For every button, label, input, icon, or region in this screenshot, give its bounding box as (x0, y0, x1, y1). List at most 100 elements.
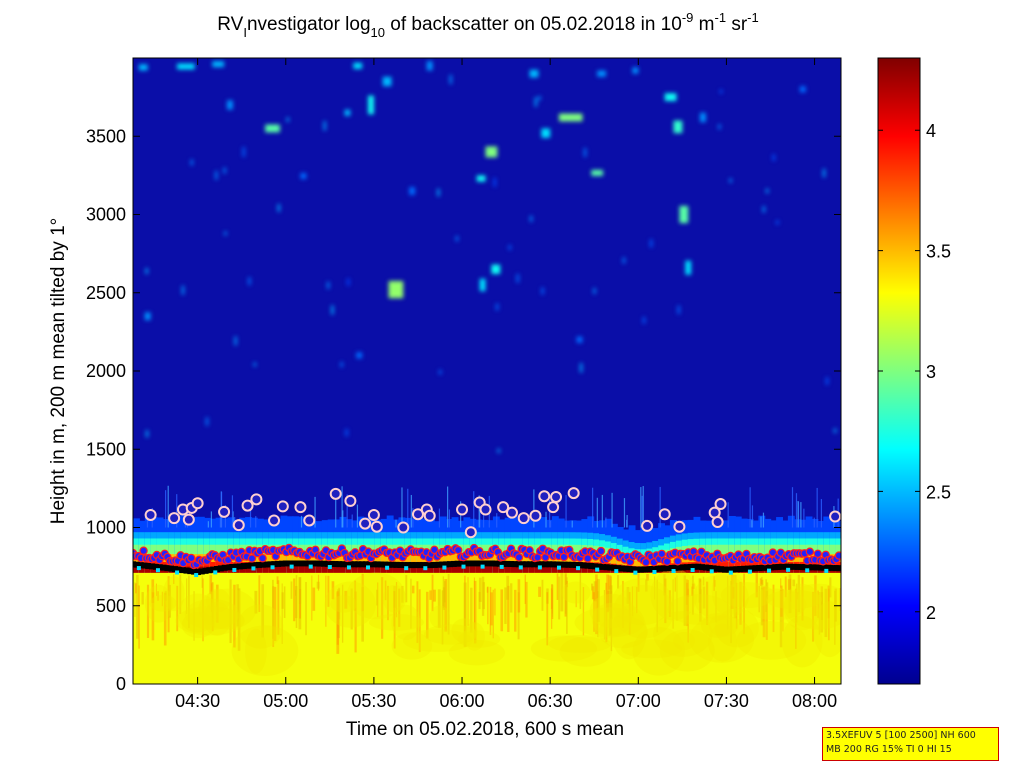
cloud-cell (392, 566, 400, 573)
cloud-base-marker-secondary (289, 564, 294, 569)
cloud-spike (795, 493, 798, 528)
surface-streak (293, 578, 296, 622)
cloud-echo-point (186, 553, 196, 563)
aerosol-speck (495, 303, 499, 311)
aerosol-patch (541, 128, 551, 138)
cloud-base-marker (721, 566, 728, 573)
surface-streak (376, 589, 379, 606)
surface-streak (395, 582, 398, 618)
cloud-base-marker (435, 561, 442, 568)
cloud-cell (315, 566, 323, 573)
surface-streak (514, 589, 517, 632)
surface-patch (464, 622, 485, 651)
aerosol-speck (346, 278, 350, 286)
cloud-cell (268, 566, 276, 573)
cloud-base-marker (183, 567, 190, 574)
surface-streak (784, 576, 787, 598)
highlighted-point (547, 501, 560, 514)
cloud-cell (439, 566, 447, 573)
aerosol-speck (642, 316, 646, 324)
highlighted-point (191, 497, 204, 510)
surface-streak (426, 591, 429, 639)
cloud-cell (504, 566, 512, 573)
cloud-cell (280, 566, 288, 573)
surface-streak (168, 584, 171, 618)
surface-streak (761, 576, 763, 590)
aerosol-speck (529, 215, 533, 222)
surface-patch (574, 607, 644, 638)
cloud-spike (641, 495, 643, 528)
cloud-base-marker (366, 561, 373, 568)
cloud-echo-point (834, 551, 841, 560)
title-part: m (693, 14, 714, 35)
cloud-base-marker (408, 562, 415, 569)
surface-streak (134, 582, 136, 617)
highlighted-point (456, 503, 469, 516)
aerosol-speck (717, 124, 721, 130)
surface-patch (530, 635, 598, 662)
surface-streak (276, 576, 279, 584)
surface-patch (700, 613, 734, 638)
cloud-spike (210, 511, 212, 528)
surface-streak (566, 580, 568, 588)
surface-patch (198, 588, 257, 630)
surface-streak (398, 588, 401, 627)
surface-streak (229, 579, 232, 644)
surface-streak (646, 574, 649, 581)
aerosol-speck (247, 277, 251, 286)
aerosol-patch (679, 205, 689, 224)
cloud-base-marker (695, 563, 702, 570)
surface-streak (202, 578, 204, 642)
cloud-base-marker (714, 565, 721, 572)
cloud-cell (386, 566, 394, 573)
cloud-base-marker (309, 560, 316, 567)
cloud-spike (545, 511, 547, 528)
surface-streak (727, 575, 729, 630)
surface-streak (338, 587, 341, 620)
cloud-cell (516, 566, 524, 573)
cloud-base-marker-secondary (461, 564, 466, 569)
highlighted-point (367, 508, 380, 521)
highlighted-point (641, 519, 654, 532)
highlighted-point (567, 487, 580, 500)
surface-streak (272, 579, 274, 639)
aerosol-speck (145, 430, 149, 438)
cloud-cell (457, 566, 465, 573)
aerosol-speck (497, 448, 501, 453)
cloud-base-marker (278, 560, 285, 567)
surface-streak (258, 575, 261, 613)
highlighted-point (241, 499, 254, 512)
aerosol-speck (223, 167, 227, 174)
cloud-base-marker (622, 565, 629, 572)
surface-streak (699, 589, 702, 622)
highlighted-point (538, 490, 551, 503)
cloud-cell (510, 566, 518, 573)
surface-streak (829, 577, 832, 598)
info-line-2: MB 200 RG 15% TI 0 HI 15 (826, 744, 952, 755)
cloud-base-marker (519, 561, 526, 568)
aerosol-speck (583, 147, 587, 158)
surface-patch (561, 581, 591, 604)
cloud-spike (642, 486, 644, 528)
surface-patch (245, 628, 267, 674)
y-tick-label: 2000 (86, 361, 126, 381)
cloud-echo-point (514, 553, 524, 562)
aerosol-patch (699, 112, 706, 123)
cloud-base-marker-secondary (327, 565, 332, 570)
cloud-spike (803, 508, 805, 528)
cloud-base-marker (416, 562, 423, 569)
cloud-base-marker-secondary (346, 565, 351, 570)
cloud-cell (310, 566, 317, 573)
surface-streak (164, 590, 167, 601)
cloud-base-marker (821, 564, 828, 571)
surface-streak (765, 579, 768, 612)
cloud-spike (592, 487, 594, 528)
surface-streak (361, 573, 364, 612)
cloud-cell (398, 566, 406, 573)
y-axis-label: Height in m, 200 m mean tilted by 1° (48, 218, 69, 524)
cloud-spike (438, 508, 441, 528)
cloud-base-marker (779, 563, 786, 570)
surface-streak (437, 589, 441, 628)
cloud-cell (498, 566, 506, 573)
surface-streak (410, 578, 412, 629)
